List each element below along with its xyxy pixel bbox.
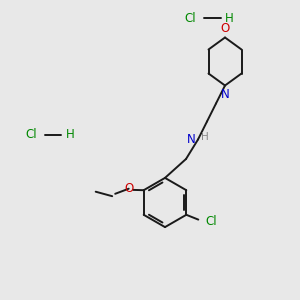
Text: H: H xyxy=(225,11,234,25)
Text: N: N xyxy=(220,88,230,101)
Text: H: H xyxy=(201,132,208,142)
Text: O: O xyxy=(124,182,133,195)
Text: O: O xyxy=(220,22,230,35)
Text: N: N xyxy=(187,133,196,146)
Text: Cl: Cl xyxy=(205,215,217,228)
Text: Cl: Cl xyxy=(185,11,196,25)
Text: Cl: Cl xyxy=(26,128,37,142)
Text: H: H xyxy=(66,128,75,142)
